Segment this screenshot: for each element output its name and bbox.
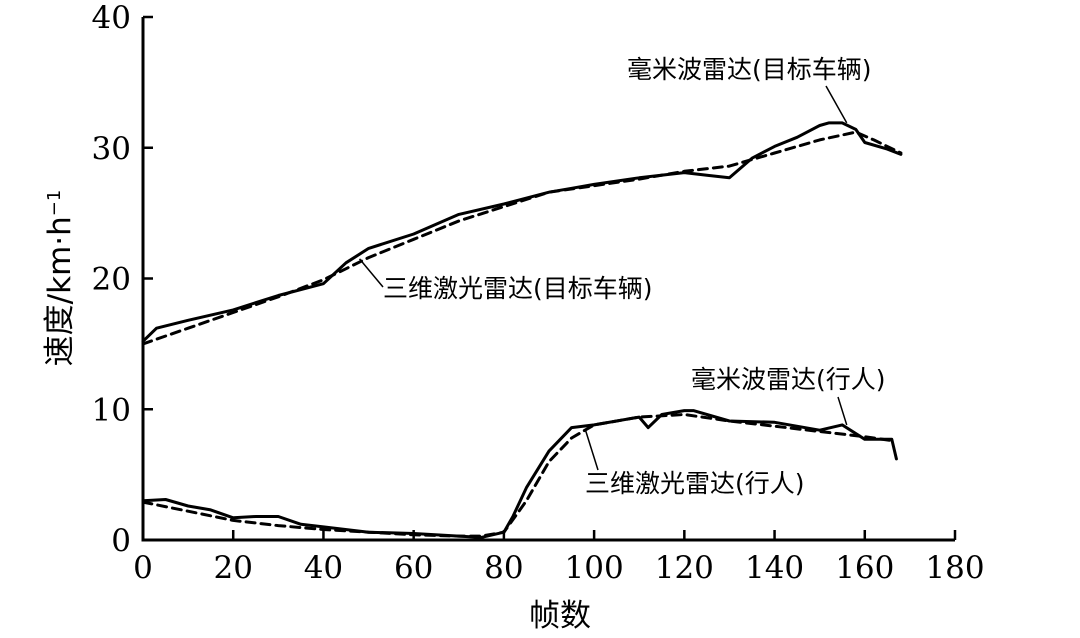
x-tick-label: 140 xyxy=(745,550,804,586)
y-axis-title-group: 速度/km·h−1 xyxy=(42,190,78,367)
chart-annotations: 毫米波雷达(目标车辆) 三维激光雷达(目标车辆) 毫米波雷达(行人) 三维激光雷达(行… xyxy=(358,55,886,498)
annotation-leader xyxy=(825,85,848,124)
series-line-2 xyxy=(141,130,903,346)
annotation-leader xyxy=(584,428,599,471)
x-tick-label: 20 xyxy=(213,550,252,586)
y-axis-title-exponent: −1 xyxy=(44,190,65,217)
y-axis-title-main: 速度/km·h xyxy=(42,216,78,366)
y-axis-title: 速度/km·h−1 xyxy=(42,190,78,367)
y-tick-label: 10 xyxy=(92,392,131,428)
annotation-leader xyxy=(837,396,848,426)
annotation-label: 毫米波雷达(目标车辆) xyxy=(627,55,872,84)
x-tick-label: 40 xyxy=(304,550,343,586)
chart-ticks: 0 20 40 60 80 100 120 140 160 180 0 10 20 30 40 xyxy=(92,0,985,586)
x-tick-label: 160 xyxy=(835,550,894,586)
chart-series xyxy=(141,121,903,539)
x-axis-title: 帧数 xyxy=(529,598,591,634)
annotation-label: 三维激光雷达(行人) xyxy=(585,469,805,498)
y-tick-label: 0 xyxy=(111,523,131,559)
x-tick-label: 60 xyxy=(394,550,433,586)
annotation-leader xyxy=(358,258,384,288)
x-tick-label: 180 xyxy=(925,550,984,586)
x-tick-label: 120 xyxy=(655,550,714,586)
y-tick-label: 40 xyxy=(92,0,131,36)
annotation-label: 三维激光雷达(目标车辆) xyxy=(383,274,653,303)
y-tick-label: 20 xyxy=(92,262,131,298)
x-tick-label: 0 xyxy=(133,550,153,586)
series-line-4 xyxy=(141,413,894,538)
x-tick-label: 80 xyxy=(484,550,523,586)
series-line-1 xyxy=(141,121,903,343)
annotation-label: 毫米波雷达(行人) xyxy=(691,365,886,394)
x-tick-label: 100 xyxy=(565,550,624,586)
series-line-3 xyxy=(141,409,898,539)
y-tick-label: 30 xyxy=(92,131,131,167)
